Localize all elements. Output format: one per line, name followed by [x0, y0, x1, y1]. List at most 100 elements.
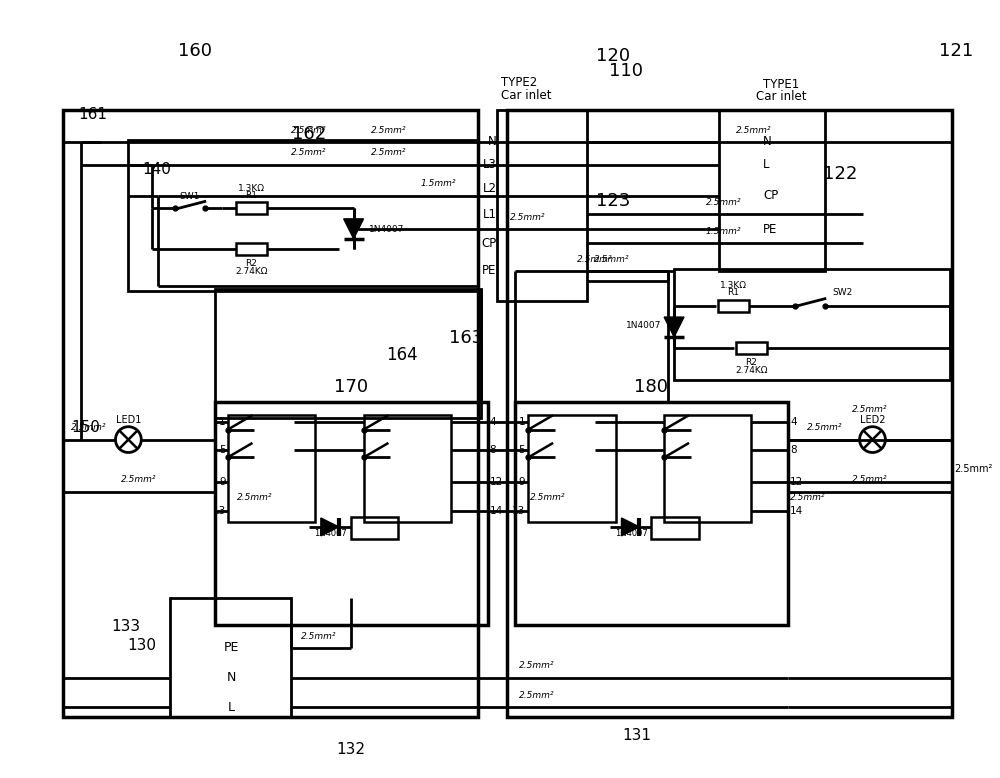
- Text: 1.5mm²: 1.5mm²: [420, 179, 456, 188]
- Text: 1.3KΩ: 1.3KΩ: [238, 184, 265, 193]
- Text: CP: CP: [763, 189, 779, 202]
- Text: Car inlet: Car inlet: [756, 89, 806, 103]
- Text: 2.5mm²: 2.5mm²: [519, 691, 555, 700]
- Text: 12: 12: [490, 477, 503, 487]
- Text: 2.74KΩ: 2.74KΩ: [235, 268, 268, 276]
- Text: 5: 5: [219, 444, 226, 454]
- Bar: [651, 517, 699, 539]
- Text: CP: CP: [481, 237, 496, 250]
- Bar: [236, 202, 267, 215]
- Text: 2.5mm²: 2.5mm²: [530, 492, 566, 502]
- Bar: [497, 110, 587, 301]
- Text: 170: 170: [334, 378, 368, 396]
- Text: 2.5mm²: 2.5mm²: [371, 149, 406, 157]
- Text: 163: 163: [449, 329, 483, 348]
- Text: TYPE2: TYPE2: [501, 76, 538, 89]
- Text: Car inlet: Car inlet: [501, 89, 552, 102]
- Bar: [170, 598, 291, 717]
- Text: L: L: [228, 701, 235, 714]
- Text: 2.5mm²: 2.5mm²: [301, 632, 337, 640]
- Text: 133: 133: [111, 619, 140, 633]
- Text: 2.5mm²: 2.5mm²: [371, 125, 406, 135]
- Text: 2.5mm²: 2.5mm²: [954, 464, 992, 475]
- Bar: [674, 269, 950, 380]
- Text: 121: 121: [939, 42, 973, 60]
- Text: 2.5mm²: 2.5mm²: [71, 423, 106, 433]
- Text: N: N: [227, 671, 236, 684]
- Text: 4: 4: [490, 417, 496, 427]
- Text: N: N: [488, 135, 496, 149]
- Polygon shape: [664, 317, 684, 337]
- Bar: [215, 402, 488, 626]
- Text: 2.5mm²: 2.5mm²: [736, 125, 771, 135]
- Bar: [351, 517, 398, 539]
- Text: R2: R2: [245, 260, 257, 268]
- Bar: [736, 342, 767, 354]
- Text: 9: 9: [219, 477, 226, 487]
- Polygon shape: [344, 219, 364, 239]
- Polygon shape: [621, 518, 639, 536]
- Text: 13: 13: [512, 506, 525, 516]
- Text: L: L: [763, 158, 770, 171]
- Text: 2.5mm²: 2.5mm²: [519, 661, 555, 671]
- Polygon shape: [321, 518, 339, 536]
- Bar: [719, 110, 825, 271]
- Text: L2: L2: [482, 182, 496, 195]
- Text: R1: R1: [728, 289, 740, 297]
- Text: 2.5mm²: 2.5mm²: [807, 423, 843, 433]
- Text: 14: 14: [490, 506, 503, 516]
- Text: PE: PE: [482, 265, 496, 278]
- Text: 1N4007: 1N4007: [615, 529, 648, 538]
- Text: 130: 130: [127, 639, 156, 654]
- Text: 8: 8: [790, 444, 797, 454]
- Bar: [63, 110, 478, 717]
- Text: 2.5mm²: 2.5mm²: [291, 125, 327, 135]
- Text: 4: 4: [790, 417, 797, 427]
- Text: 12: 12: [790, 477, 803, 487]
- Text: 2.5mm²: 2.5mm²: [852, 405, 887, 415]
- Text: LED1: LED1: [116, 415, 141, 425]
- Bar: [718, 300, 749, 312]
- Bar: [236, 244, 267, 255]
- Text: 132: 132: [336, 741, 365, 757]
- Text: LED2: LED2: [860, 415, 885, 425]
- Text: 180: 180: [634, 378, 668, 396]
- Text: 150: 150: [71, 420, 100, 435]
- Text: 1.5mm²: 1.5mm²: [706, 226, 741, 236]
- Bar: [507, 110, 952, 717]
- Text: 9: 9: [519, 477, 525, 487]
- Text: 131: 131: [622, 727, 651, 743]
- Text: 1N4007: 1N4007: [626, 321, 661, 330]
- Text: 13: 13: [212, 506, 226, 516]
- Text: 161: 161: [79, 107, 108, 121]
- Text: 2.5mm²: 2.5mm²: [852, 475, 887, 484]
- Text: R1: R1: [245, 191, 257, 200]
- Bar: [364, 415, 451, 522]
- Bar: [215, 289, 481, 418]
- Text: 162: 162: [292, 125, 326, 143]
- Text: 2.5mm²: 2.5mm²: [706, 198, 741, 207]
- Text: 1: 1: [219, 417, 226, 427]
- Text: N: N: [763, 135, 772, 149]
- Text: 160: 160: [178, 42, 212, 60]
- Text: 5: 5: [519, 444, 525, 454]
- Text: SW1: SW1: [180, 192, 200, 201]
- Text: 120: 120: [596, 47, 631, 65]
- Text: PE: PE: [224, 641, 239, 654]
- Text: 2.5mm²: 2.5mm²: [594, 254, 629, 264]
- Bar: [528, 415, 616, 522]
- Bar: [664, 415, 751, 522]
- Text: 122: 122: [823, 165, 857, 183]
- Bar: [128, 140, 478, 291]
- Bar: [515, 402, 788, 626]
- Text: 110: 110: [609, 61, 643, 79]
- Text: 8: 8: [490, 444, 496, 454]
- Text: L3: L3: [483, 158, 496, 171]
- Text: 14: 14: [790, 506, 803, 516]
- Text: 123: 123: [596, 192, 631, 211]
- Text: 2.5mm²: 2.5mm²: [291, 149, 327, 157]
- Text: 1N4007: 1N4007: [368, 225, 404, 233]
- Text: 1.3KΩ: 1.3KΩ: [720, 282, 747, 290]
- Bar: [228, 415, 315, 522]
- Text: 2.5mm²: 2.5mm²: [509, 213, 545, 222]
